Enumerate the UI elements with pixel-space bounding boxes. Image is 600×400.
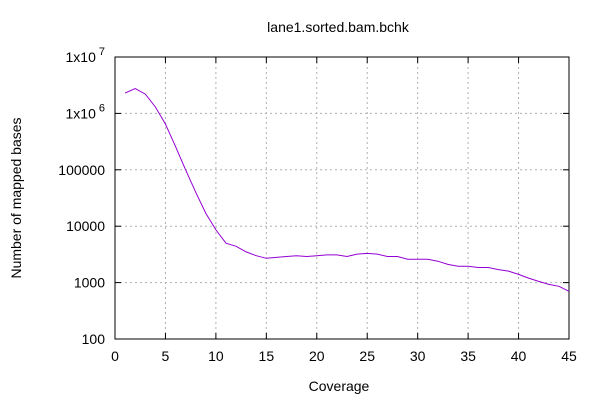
x-tick-label: 15 (259, 348, 275, 364)
y-tick-label: 100000 (58, 162, 105, 178)
x-tick-label: 40 (511, 348, 527, 364)
x-tick-label: 20 (309, 348, 325, 364)
series-layer (124, 88, 570, 292)
x-tick-labels: 0 5 10 15 20 25 30 35 40 45 (111, 348, 577, 364)
y-tick-label-base: 1x10 (66, 105, 97, 121)
x-tick-label: 25 (359, 348, 375, 364)
series-line (124, 88, 570, 292)
x-tick-label: 30 (410, 348, 426, 364)
y-tick-label: 1x10 6 (66, 102, 105, 121)
y-tick-label: 1x10 7 (66, 46, 105, 65)
x-tick-label: 45 (561, 348, 577, 364)
y-axis-label: Number of mapped bases (8, 117, 24, 278)
x-tick-label: 35 (460, 348, 476, 364)
chart-title: lane1.sorted.bam.bchk (267, 19, 410, 35)
x-tick-label: 10 (208, 348, 224, 364)
y-tick-label-exponent: 7 (99, 46, 105, 58)
y-tick-label-exponent: 6 (99, 102, 105, 114)
plot-frame (114, 56, 570, 340)
y-tick-label: 1000 (74, 275, 105, 291)
grid-lines (115, 57, 569, 339)
x-axis-label: Coverage (309, 378, 370, 394)
y-tick-label-base: 1x10 (66, 49, 97, 65)
axis-ticks (114, 56, 570, 340)
y-tick-label: 100 (82, 331, 106, 347)
x-tick-label: 0 (111, 348, 119, 364)
x-tick-label: 5 (162, 348, 170, 364)
y-tick-label: 10000 (66, 218, 105, 234)
